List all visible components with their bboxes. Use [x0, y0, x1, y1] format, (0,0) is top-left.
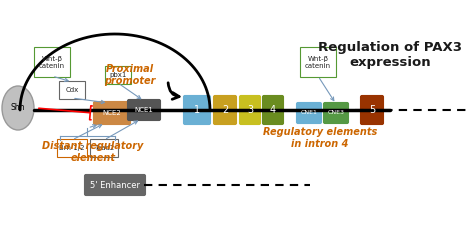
FancyBboxPatch shape: [128, 100, 161, 120]
Text: 5: 5: [369, 105, 375, 115]
Text: 2: 2: [222, 105, 228, 115]
Text: Proximal
promoter: Proximal promoter: [104, 64, 155, 86]
FancyBboxPatch shape: [90, 139, 118, 157]
Text: Distant regulatory
element: Distant regulatory element: [42, 141, 144, 163]
Text: Regulatory elements
in intron 4: Regulatory elements in intron 4: [263, 127, 377, 149]
Text: CNE1: CNE1: [301, 110, 318, 115]
FancyBboxPatch shape: [105, 66, 131, 84]
Text: Shh: Shh: [11, 103, 25, 113]
FancyBboxPatch shape: [213, 96, 237, 125]
FancyBboxPatch shape: [263, 96, 283, 125]
Text: Brn 1/2: Brn 1/2: [59, 145, 85, 151]
Ellipse shape: [2, 86, 34, 130]
FancyBboxPatch shape: [183, 96, 210, 125]
Text: Cdx: Cdx: [65, 87, 79, 93]
Text: Wnt-β
catenin: Wnt-β catenin: [305, 55, 331, 68]
Text: 3: 3: [247, 105, 253, 115]
Text: NCE1: NCE1: [135, 107, 154, 113]
FancyBboxPatch shape: [300, 47, 336, 77]
FancyBboxPatch shape: [323, 102, 348, 124]
Text: Wnt-β
catenin: Wnt-β catenin: [39, 55, 65, 68]
Text: CNE3: CNE3: [328, 110, 345, 115]
FancyBboxPatch shape: [239, 96, 261, 125]
FancyBboxPatch shape: [361, 96, 383, 125]
FancyBboxPatch shape: [93, 102, 130, 125]
FancyBboxPatch shape: [59, 81, 85, 99]
Text: NCE2: NCE2: [103, 110, 121, 116]
Text: 1: 1: [194, 105, 200, 115]
Text: 4: 4: [270, 105, 276, 115]
FancyBboxPatch shape: [84, 174, 146, 196]
Text: Tead2: Tead2: [94, 145, 114, 151]
Text: Regulation of PAX3
expression: Regulation of PAX3 expression: [318, 41, 462, 69]
FancyBboxPatch shape: [34, 47, 70, 77]
FancyBboxPatch shape: [297, 102, 321, 124]
Text: pbx1: pbx1: [109, 72, 127, 78]
FancyBboxPatch shape: [57, 139, 87, 157]
Text: 5' Enhancer: 5' Enhancer: [90, 180, 140, 190]
